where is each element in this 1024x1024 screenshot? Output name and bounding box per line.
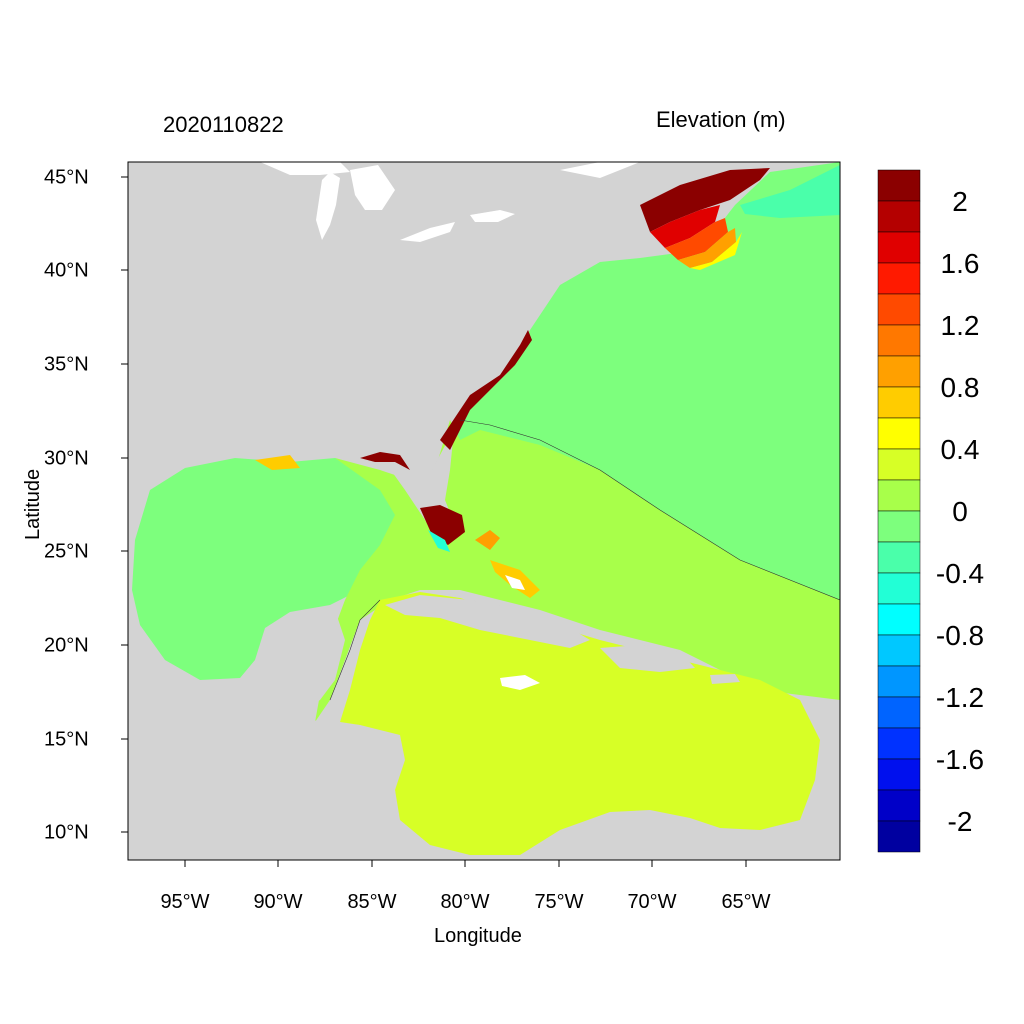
puerto-rico-landmass <box>710 674 740 684</box>
colorbar-label: -2 <box>947 806 973 837</box>
lake-huron <box>350 165 395 210</box>
y-tick-label: 10°N <box>44 821 89 844</box>
gulf-of-maine-surge-2 <box>650 205 720 248</box>
lake-superior <box>260 162 350 175</box>
x-axis-label: Longitude <box>434 925 522 947</box>
colorbar-swatch <box>877 386 921 419</box>
plot-frame <box>127 161 841 861</box>
contour-line-caribbean <box>329 599 381 701</box>
caribbean-sea-region <box>340 592 820 855</box>
bahamas-banks-north <box>475 530 500 550</box>
x-tick-label: 90°W <box>253 891 303 913</box>
y-tick-label: 25°N <box>44 540 89 563</box>
hispaniola-landmass <box>600 645 695 672</box>
y-tick-label: 15°N <box>44 728 89 751</box>
time-stamp-label: 2020110822 <box>163 112 284 137</box>
colorbar-swatch <box>877 665 921 698</box>
south-america-landmass <box>520 812 840 860</box>
colorbar-swatch <box>877 634 921 667</box>
x-tick-label: 65°W <box>721 891 771 913</box>
x-tick-label: 95°W <box>160 891 210 913</box>
gulf-of-st-lawrence <box>560 162 640 178</box>
y-tick-label: 45°N <box>44 166 89 189</box>
x-tick-label: 80°W <box>440 891 490 913</box>
lake-michigan <box>316 172 340 240</box>
colorbar-swatch <box>877 820 921 853</box>
colorbar-label: -0.4 <box>935 558 985 589</box>
colorbar-label: 0 <box>952 496 968 527</box>
carolina-coast-surge <box>440 330 532 450</box>
y-axis-label: Latitude <box>22 468 44 540</box>
colorbar-swatch <box>877 448 921 481</box>
scotian-shelf-negative <box>740 165 840 218</box>
colorbar-swatch <box>877 603 921 636</box>
colorbar <box>877 169 921 853</box>
florida-keys-negative <box>428 530 450 552</box>
y-tick-label: 40°N <box>44 259 89 282</box>
colorbar-swatch <box>877 355 921 388</box>
colorbar-swatch <box>877 696 921 729</box>
gulf-of-maine-surge-3 <box>665 218 728 260</box>
colorbar-swatch <box>877 262 921 295</box>
colorbar-swatch <box>877 200 921 233</box>
yucatan-landmass <box>262 610 345 712</box>
colorbar-swatch <box>877 324 921 357</box>
colorbar-swatch <box>877 417 921 450</box>
map-plot-area <box>128 162 840 860</box>
lake-erie <box>400 222 455 242</box>
x-tick-label: 75°W <box>534 891 584 913</box>
colorbar-swatch <box>877 541 921 574</box>
florida-surge-zone <box>420 505 465 545</box>
colorbar-swatch <box>877 479 921 512</box>
colorbar-label: 0.4 <box>940 434 980 465</box>
slight-positive-region <box>315 420 840 722</box>
colorbar-swatch <box>877 758 921 791</box>
colorbar-label: -1.6 <box>935 744 985 775</box>
y-tick-label: 35°N <box>44 353 89 376</box>
contour-line-atlantic <box>459 419 840 601</box>
colorbar-swatch <box>877 293 921 326</box>
colorbar-label: -0.8 <box>935 620 985 651</box>
gulf-coast-surge <box>360 452 410 470</box>
gulf-of-maine-surge <box>640 168 770 232</box>
gulf-of-mexico-region <box>132 458 400 680</box>
y-tick-label: 30°N <box>44 447 89 470</box>
colorbar-swatch <box>877 572 921 605</box>
jamaica-landmass <box>500 675 540 690</box>
x-tick-label: 70°W <box>627 891 677 913</box>
y-tick-label: 20°N <box>44 634 89 657</box>
gulf-of-maine-surge-5 <box>690 232 742 270</box>
colorbar-label: -1.2 <box>935 682 985 713</box>
colorbar-label: 1.6 <box>940 248 980 279</box>
variable-title: Elevation (m) <box>656 107 786 132</box>
cuba-landmass <box>385 595 590 648</box>
colorbar-swatch <box>877 789 921 822</box>
colorbar-label: 2 <box>952 186 968 217</box>
bahamas-islands <box>505 575 525 590</box>
colorbar-swatch <box>877 169 921 202</box>
colorbar-swatch <box>877 231 921 264</box>
louisiana-coast-yellow <box>255 455 300 470</box>
gulf-of-maine-surge-4 <box>678 228 736 268</box>
axis-ticks <box>121 176 747 867</box>
colorbar-label: 0.8 <box>940 372 980 403</box>
x-tick-label: 85°W <box>347 891 397 913</box>
colorbar-swatch <box>877 727 921 760</box>
colorbar-label: 1.2 <box>940 310 980 341</box>
colorbar-swatch <box>877 510 921 543</box>
central-america-landmass <box>128 700 430 860</box>
lake-ontario <box>470 210 515 222</box>
